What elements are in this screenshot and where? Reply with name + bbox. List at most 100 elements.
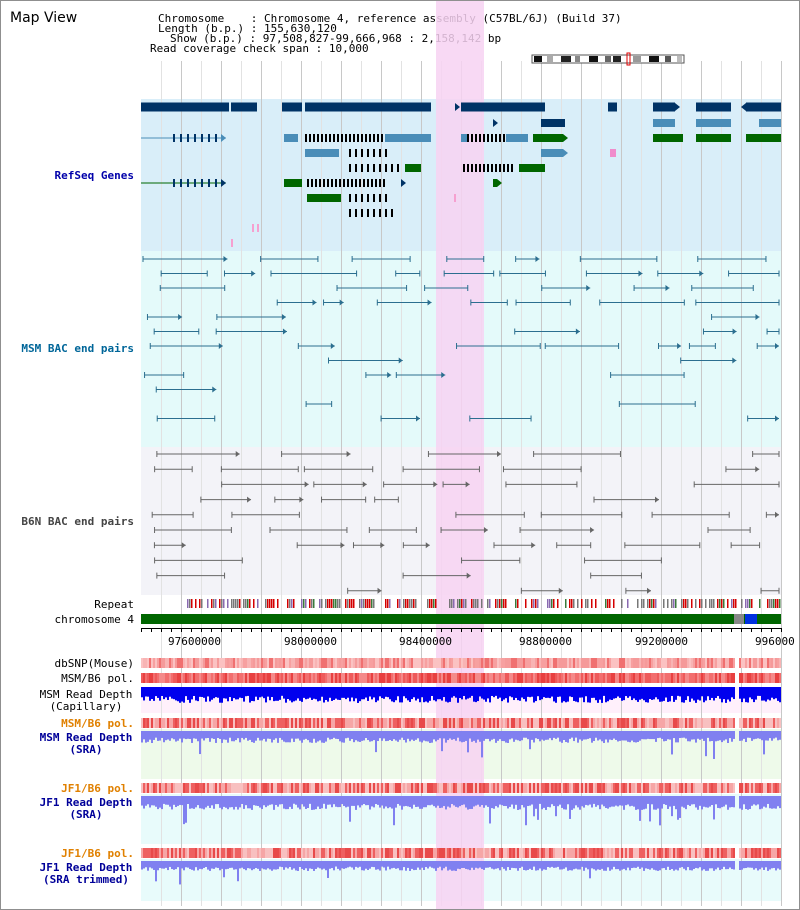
read-depth-bin <box>171 796 173 810</box>
read-depth-bin <box>443 796 445 807</box>
gene-exon <box>405 164 421 172</box>
polymorphism-bin <box>161 848 163 858</box>
read-depth-bin <box>507 796 509 809</box>
polymorphism-bin <box>715 718 717 728</box>
polymorphism-bin <box>395 848 397 858</box>
polymorphism-bin <box>337 673 339 683</box>
polymorphism-bin <box>257 718 259 728</box>
polymorphism-bin <box>509 673 511 683</box>
read-depth-bin <box>465 731 467 741</box>
read-depth-bin <box>401 731 403 738</box>
polymorphism-bin <box>159 718 161 728</box>
read-depth-bin <box>461 796 463 806</box>
polymorphism-bin <box>341 673 343 683</box>
repeat-element <box>695 599 697 608</box>
polymorphism-bin <box>141 783 143 793</box>
polymorphism-bin <box>397 848 399 858</box>
refseq-genes-label[interactable]: RefSeq Genes <box>54 169 134 182</box>
polymorphism-bin <box>163 718 165 728</box>
polymorphism-bin <box>421 848 423 858</box>
repeat-element <box>273 599 275 608</box>
polymorphism-bin <box>277 673 279 683</box>
polymorphism-bin <box>265 658 267 668</box>
read-depth-bin <box>585 861 587 868</box>
polymorphism-bin <box>269 783 271 793</box>
read-depth-bin <box>509 861 511 870</box>
polymorphism-bin <box>525 848 527 858</box>
read-depth-bin <box>339 731 341 742</box>
polymorphism-bin <box>441 673 443 683</box>
polymorphism-bin <box>729 658 731 668</box>
polymorphism-bin <box>687 718 689 728</box>
polymorphism-bin <box>143 783 145 793</box>
polymorphism-bin <box>253 848 255 858</box>
b6n-bac-end-pairs-label[interactable]: B6N BAC end pairs <box>21 515 134 528</box>
read-depth-bin <box>357 861 359 868</box>
polymorphism-bin <box>347 783 349 793</box>
span-key: Read coverage check span <box>150 42 309 55</box>
read-depth-bin <box>155 861 157 882</box>
polymorphism-bin <box>299 848 301 858</box>
polymorphism-bin <box>215 848 217 858</box>
polymorphism-bin <box>475 658 477 668</box>
polymorphism-bin <box>509 783 511 793</box>
read-depth-bin <box>291 796 293 809</box>
polymorphism-bin <box>643 718 645 728</box>
polymorphism-bin <box>625 658 627 668</box>
polymorphism-bin <box>613 848 615 858</box>
bac-end-arrow <box>755 314 760 320</box>
polymorphism-bin <box>421 673 423 683</box>
read-depth-bin <box>725 731 727 740</box>
msm-bac-end-pairs-label[interactable]: MSM BAC end pairs <box>21 342 134 355</box>
polymorphism-bin <box>491 783 493 793</box>
polymorphism-bin <box>601 673 603 683</box>
read-depth-bin <box>727 687 729 700</box>
polymorphism-bin <box>333 718 335 728</box>
gene-exon <box>187 179 189 187</box>
polymorphism-bin <box>175 658 177 668</box>
polymorphism-bin <box>411 718 413 728</box>
read-depth-bin <box>223 687 225 699</box>
polymorphism-bin <box>213 783 215 793</box>
polymorphism-bin <box>503 783 505 793</box>
read-depth-bin <box>297 861 299 871</box>
polymorphism-bin <box>609 848 611 858</box>
polymorphism-bin <box>685 848 687 858</box>
polymorphism-bin <box>401 718 403 728</box>
polymorphism-bin <box>731 718 733 728</box>
msm-b6-pol-sra-label: MSM/B6 pol. <box>61 717 134 730</box>
polymorphism-bin <box>739 783 741 793</box>
polymorphism-bin <box>617 673 619 683</box>
read-depth-bin <box>327 861 329 878</box>
read-depth-bin <box>559 731 561 742</box>
read-depth-bin <box>711 796 713 806</box>
polymorphism-bin <box>187 848 189 858</box>
gene-exon <box>311 179 313 187</box>
read-depth-bin <box>193 731 195 739</box>
polymorphism-bin <box>325 718 327 728</box>
polymorphism-bin <box>671 718 673 728</box>
gene-exon <box>349 134 351 142</box>
jf1-read-depth-sra-line1: JF1 Read Depth <box>39 796 133 809</box>
polymorphism-bin <box>369 848 371 858</box>
polymorphism-bin <box>229 848 231 858</box>
read-depth-bin <box>211 861 213 869</box>
repeat-element <box>405 599 407 608</box>
polymorphism-bin <box>693 783 695 793</box>
polymorphism-bin <box>595 673 597 683</box>
repeat-element <box>499 599 501 608</box>
read-depth-bin <box>369 731 371 742</box>
read-depth-bin <box>343 796 345 806</box>
gene-exon <box>309 134 311 142</box>
read-depth-bin <box>477 731 479 740</box>
polymorphism-bin <box>323 848 325 858</box>
polymorphism-bin <box>311 673 313 683</box>
repeat-element <box>215 599 217 608</box>
polymorphism-bin <box>397 673 399 683</box>
repeat-element <box>373 599 375 608</box>
polymorphism-bin <box>221 783 223 793</box>
polymorphism-bin <box>567 673 569 683</box>
polymorphism-bin <box>431 658 433 668</box>
polymorphism-bin <box>351 718 353 728</box>
